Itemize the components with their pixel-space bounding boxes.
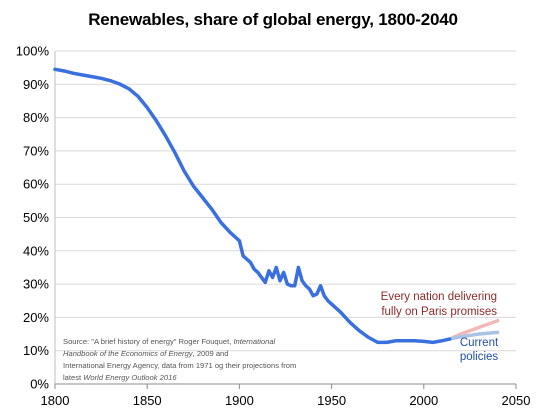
- source-note-line2: Handbook of the Economics of Energy, 200…: [63, 349, 229, 358]
- series-line-current-policies: [447, 330, 500, 341]
- y-tick-label: 10%: [23, 343, 49, 358]
- chart-title: Renewables, share of global energy, 1800…: [88, 10, 458, 29]
- annotation-paris-line2: fully on Paris promises: [381, 306, 497, 318]
- y-tick-label: 80%: [23, 110, 49, 125]
- annotation-paris-line1: Every nation delivering: [381, 291, 497, 303]
- y-tick-label: 100%: [16, 44, 50, 59]
- source-note-line1: Source: "A brief history of energy" Roge…: [63, 337, 276, 346]
- annotation-current-line2: policies: [460, 351, 499, 363]
- y-tick-label: 40%: [23, 243, 49, 258]
- x-tick-label: 1800: [41, 393, 70, 408]
- y-tick-label: 30%: [23, 277, 49, 292]
- y-tick-label: 90%: [23, 77, 49, 92]
- source-note-line4: latest World Energy Outlook 2016: [63, 373, 177, 382]
- x-tick-label: 2000: [409, 393, 438, 408]
- x-tick-label: 1850: [133, 393, 162, 408]
- series-line-historical: [53, 67, 452, 345]
- x-tick-label: 2050: [502, 393, 531, 408]
- y-tick-label: 50%: [23, 210, 49, 225]
- x-tick-label: 1900: [225, 393, 254, 408]
- source-note-line3: International Energy Agency, data from 1…: [63, 361, 296, 370]
- y-tick-label: 20%: [23, 310, 49, 325]
- y-tick-label: 0%: [30, 377, 49, 392]
- y-tick-label: 70%: [23, 143, 49, 158]
- x-tick-label: 1950: [317, 393, 346, 408]
- y-tick-label: 60%: [23, 177, 49, 192]
- annotation-current-line1: Current: [460, 337, 499, 349]
